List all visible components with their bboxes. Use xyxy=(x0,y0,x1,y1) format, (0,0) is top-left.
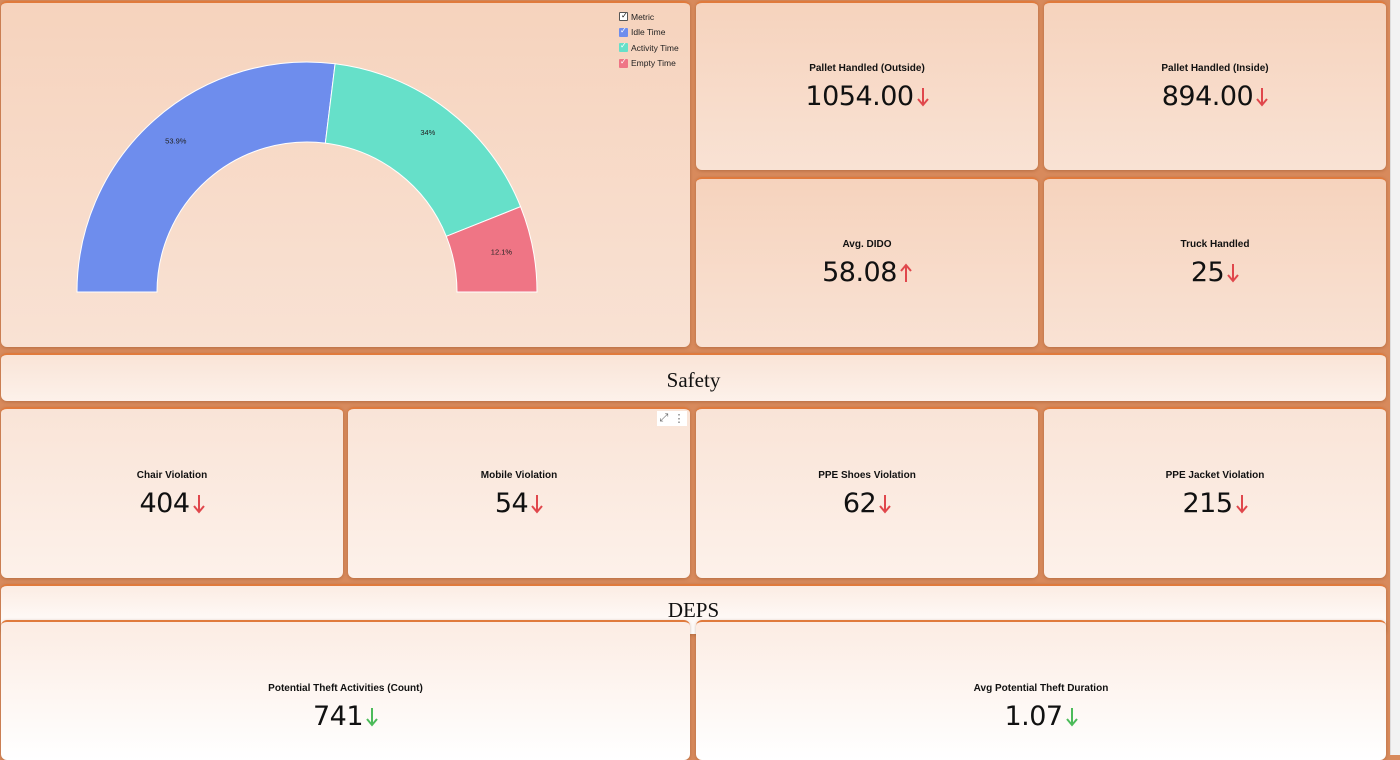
legend-label: Empty Time xyxy=(631,58,676,69)
kpi-value: 54 xyxy=(494,488,529,519)
trend-down-icon xyxy=(192,494,205,514)
kpi-value-row: 894.00 xyxy=(1044,81,1386,112)
kpi-value-row: 1054.00 xyxy=(696,81,1038,112)
kpi-value-row: 58.08 xyxy=(696,257,1038,288)
trend-down-icon xyxy=(531,494,543,514)
checkbox-icon[interactable]: ✓ xyxy=(619,41,628,53)
legend-label: Activity Time xyxy=(631,42,679,53)
legend-item-metric[interactable]: ✓ Metric xyxy=(619,9,679,25)
kpi-value: 25 xyxy=(1190,257,1225,288)
more-vertical-icon[interactable]: ⋮ xyxy=(673,413,685,425)
kpi-value-row: 404 xyxy=(1,488,343,519)
gauge-data-label: 34% xyxy=(420,128,435,137)
kpi-value: 1.07 xyxy=(1004,701,1063,732)
kpi-value-row: 25 xyxy=(1044,257,1386,288)
kpi-label: Pallet Handled (Outside) xyxy=(809,63,925,74)
kpi-label: Avg Potential Theft Duration xyxy=(973,683,1109,694)
kpi-value-row: 215 xyxy=(1044,488,1386,519)
kpi-value-row: 741 xyxy=(1,701,690,732)
gauge-slice-idle-time[interactable] xyxy=(76,61,336,293)
gauge-slice-activity-time[interactable] xyxy=(324,63,522,237)
kpi-value: 58.08 xyxy=(822,257,897,288)
kpi-value-row: 1.07 xyxy=(696,701,1386,732)
gauge-data-label: 53.9% xyxy=(165,137,187,146)
kpi-label: PPE Jacket Violation xyxy=(1165,470,1265,481)
kpi-label: Chair Violation xyxy=(136,470,208,481)
trend-down-icon xyxy=(879,494,891,514)
kpi-value: 62 xyxy=(842,488,877,519)
trend-up-icon xyxy=(900,263,912,283)
section-title: Safety xyxy=(666,368,721,392)
trend-down-icon xyxy=(916,87,929,107)
legend-label: Metric xyxy=(631,11,655,22)
section-header-safety: Safety xyxy=(1,353,1386,401)
kpi-card-ppe-jacket-violation: PPE Jacket Violation 215 xyxy=(1044,407,1386,578)
gauge-data-label: 12.1% xyxy=(491,248,513,257)
legend-label: Idle Time xyxy=(631,27,666,38)
trend-down-icon xyxy=(1065,707,1078,727)
kpi-value: 404 xyxy=(139,488,190,519)
trend-down-icon xyxy=(1235,494,1248,514)
kpi-label: Pallet Handled (Inside) xyxy=(1161,63,1269,74)
legend-item-activity-time[interactable]: ✓ Activity Time xyxy=(619,40,679,56)
kpi-card-ppe-shoes-violation: PPE Shoes Violation 62 xyxy=(696,407,1038,578)
kpi-card-pallet-inside: Pallet Handled (Inside) 894.00 xyxy=(1044,1,1386,170)
checkbox-icon[interactable]: ✓ xyxy=(619,25,628,37)
section-title: DEPS xyxy=(667,598,720,622)
kpi-value-row: 62 xyxy=(696,488,1038,519)
kpi-card-potential-theft-count: Potential Theft Activities (Count) 741 xyxy=(1,620,690,760)
expand-icon[interactable]: ⤢ xyxy=(659,412,669,424)
kpi-card-pallet-outside: Pallet Handled (Outside) 1054.00 xyxy=(696,1,1038,170)
kpi-label: Potential Theft Activities (Count) xyxy=(268,683,423,694)
kpi-label: Mobile Violation xyxy=(480,470,558,481)
trend-down-icon xyxy=(1227,263,1239,283)
kpi-label: Truck Handled xyxy=(1180,239,1250,250)
trend-down-icon xyxy=(366,707,378,727)
kpi-value: 215 xyxy=(1182,488,1233,519)
widget-toolbar: ⤢ ⋮ xyxy=(657,411,687,426)
kpi-label: Avg. DIDO xyxy=(842,239,892,250)
kpi-value-row: 54 xyxy=(348,488,690,519)
kpi-value: 741 xyxy=(312,701,364,732)
kpi-label: PPE Shoes Violation xyxy=(818,470,916,481)
gauge-chart: 53.9% 34% 12.1% xyxy=(76,61,538,293)
gauge-legend: ✓ Metric ✓ Idle Time ✓ Activity Time ✓ E… xyxy=(619,9,679,71)
checkbox-icon[interactable]: ✓ xyxy=(619,11,628,22)
legend-item-idle-time[interactable]: ✓ Idle Time xyxy=(619,25,679,41)
kpi-card-mobile-violation: Mobile Violation 54 xyxy=(348,407,690,578)
kpi-value: 894.00 xyxy=(1161,81,1254,112)
page-scrollbar[interactable] xyxy=(1390,0,1400,755)
kpi-card-chair-violation: Chair Violation 404 xyxy=(1,407,343,578)
gauge-slice-empty-time[interactable] xyxy=(445,206,538,293)
legend-item-empty-time[interactable]: ✓ Empty Time xyxy=(619,56,679,72)
kpi-value: 1054.00 xyxy=(805,81,914,112)
gauge-panel: 53.9% 34% 12.1% ✓ Metric ✓ Idle Time ✓ Act… xyxy=(1,1,690,347)
trend-down-icon xyxy=(1256,87,1269,107)
kpi-card-avg-dido: Avg. DIDO 58.08 xyxy=(696,177,1038,347)
checkbox-icon[interactable]: ✓ xyxy=(619,56,628,68)
kpi-card-avg-theft-duration: Avg Potential Theft Duration 1.07 xyxy=(696,620,1386,760)
kpi-card-truck-handled: Truck Handled 25 xyxy=(1044,177,1386,347)
